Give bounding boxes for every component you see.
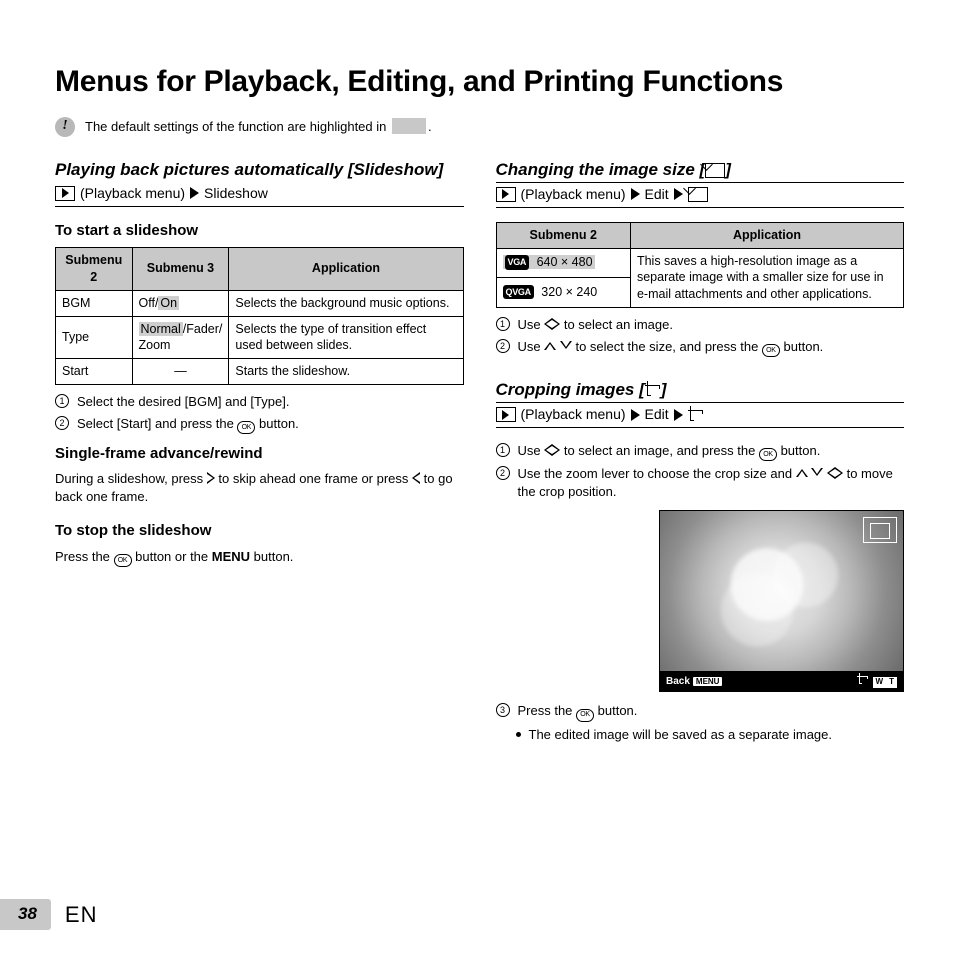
right-arrow-icon xyxy=(207,472,215,484)
crop-preview-bar: BackMENU WT xyxy=(660,671,903,691)
right-arrow-icon xyxy=(552,318,560,330)
resize-icon xyxy=(688,187,708,202)
notice-suffix: . xyxy=(428,119,432,134)
down-arrow-icon xyxy=(811,468,823,476)
down-arrow-icon xyxy=(560,341,572,349)
ok-button-icon: OK xyxy=(576,709,594,722)
up-arrow-icon xyxy=(544,342,556,350)
page-footer: 38 EN xyxy=(0,899,97,930)
language-label: EN xyxy=(65,900,98,930)
table-row: VGA 640 × 480 This saves a high-resoluti… xyxy=(496,248,904,278)
up-arrow-icon xyxy=(796,469,808,477)
left-arrow-icon xyxy=(412,472,420,484)
path-arrow-icon xyxy=(190,187,199,199)
path-arrow-icon xyxy=(674,409,683,421)
path-menu-label: (Playback menu) xyxy=(521,405,626,424)
single-frame-text: During a slideshow, press to skip ahead … xyxy=(55,470,464,505)
left-arrow-icon xyxy=(544,318,552,330)
notice-prefix: The default settings of the function are… xyxy=(85,119,390,134)
left-arrow-icon xyxy=(544,444,552,456)
crop-indicator-icon xyxy=(863,517,897,543)
ok-button-icon: OK xyxy=(762,344,780,357)
slideshow-path: (Playback menu) Slideshow xyxy=(55,184,464,207)
left-column: Playing back pictures automatically [Sli… xyxy=(55,159,464,748)
path-menu-label: (Playback menu) xyxy=(521,185,626,204)
page-title: Menus for Playback, Editing, and Printin… xyxy=(55,62,904,103)
single-frame-heading: Single-frame advance/rewind xyxy=(55,444,464,464)
crop-step-1: 1 Use to select an image, and press the … xyxy=(496,442,905,461)
table-row: BGM Off/On Selects the background music … xyxy=(56,290,464,316)
crop-note: The edited image will be saved as a sepa… xyxy=(516,726,905,744)
slideshow-table: Submenu 2 Submenu 3 Application BGM Off/… xyxy=(55,247,464,385)
resize-step-2: 2 Use to select the size, and press the … xyxy=(496,338,905,357)
crop-step-2: 2 Use the zoom lever to choose the crop … xyxy=(496,465,905,500)
stop-slideshow-heading: To stop the slideshow xyxy=(55,521,464,541)
right-arrow-icon xyxy=(552,444,560,456)
step-2: 2 Select [Start] and press the OK button… xyxy=(55,415,464,434)
th-submenu3: Submenu 3 xyxy=(132,247,229,290)
crop-icon xyxy=(688,408,704,422)
path-item-label: Slideshow xyxy=(204,184,268,203)
resize-table: Submenu 2 Application VGA 640 × 480 This… xyxy=(496,222,905,309)
th-application: Application xyxy=(630,222,903,248)
ok-button-icon: OK xyxy=(759,448,777,461)
crop-icon xyxy=(857,674,869,684)
stop-slideshow-text: Press the OK button or the MENU button. xyxy=(55,548,464,567)
path-edit-label: Edit xyxy=(645,405,669,424)
highlight-swatch xyxy=(392,118,426,134)
left-arrow-icon xyxy=(827,467,835,479)
th-application: Application xyxy=(229,247,463,290)
resize-step-1: 1 Use to select an image. xyxy=(496,316,905,334)
playback-icon xyxy=(496,407,516,422)
path-arrow-icon xyxy=(674,188,683,200)
right-arrow-icon xyxy=(835,467,843,479)
ok-button-icon: OK xyxy=(237,421,255,434)
table-row: Start ― Starts the slideshow. xyxy=(56,359,464,385)
th-submenu2: Submenu 2 xyxy=(496,222,630,248)
crop-step-3: 3 Press the OK button. xyxy=(496,702,905,721)
start-slideshow-heading: To start a slideshow xyxy=(55,221,464,241)
path-arrow-icon xyxy=(631,188,640,200)
resize-section-title: Changing the image size [] xyxy=(496,159,905,180)
playback-icon xyxy=(55,186,75,201)
crop-preview-figure: BackMENU WT xyxy=(659,510,904,692)
path-arrow-icon xyxy=(631,409,640,421)
table-row: Type Normal/Fader/ Zoom Selects the type… xyxy=(56,316,464,359)
ok-button-icon: OK xyxy=(114,554,132,567)
path-menu-label: (Playback menu) xyxy=(80,184,185,203)
step-1: 1 Select the desired [BGM] and [Type]. xyxy=(55,393,464,411)
resize-path: (Playback menu) Edit xyxy=(496,184,905,208)
resize-icon xyxy=(705,163,725,178)
exclamation-icon: ! xyxy=(55,117,75,137)
right-column: Changing the image size [] (Playback men… xyxy=(496,159,905,748)
crop-icon xyxy=(645,383,661,397)
crop-preview-image xyxy=(660,511,903,671)
crop-path: (Playback menu) Edit xyxy=(496,404,905,428)
th-submenu2: Submenu 2 xyxy=(56,247,133,290)
playback-icon xyxy=(496,187,516,202)
page-number: 38 xyxy=(0,899,51,930)
slideshow-section-title: Playing back pictures automatically [Sli… xyxy=(55,159,464,180)
path-edit-label: Edit xyxy=(645,185,669,204)
crop-section-title: Cropping images [] xyxy=(496,379,905,400)
default-notice: ! The default settings of the function a… xyxy=(55,117,904,137)
